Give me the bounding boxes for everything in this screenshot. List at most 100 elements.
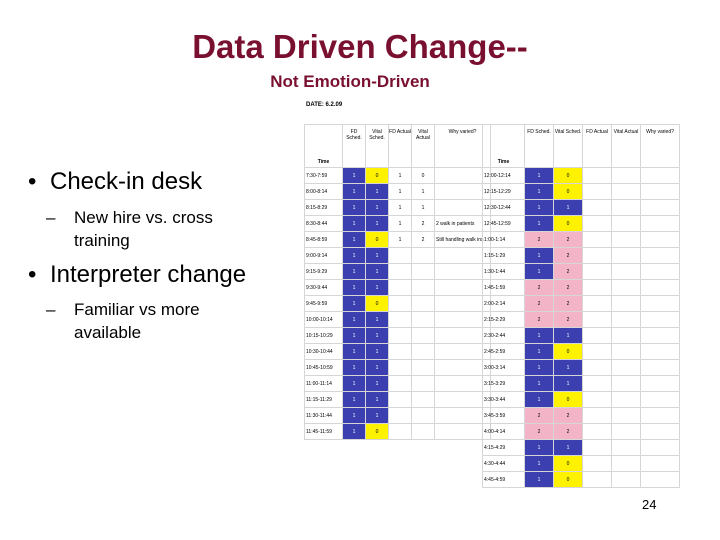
value-cell: 2: [553, 263, 583, 280]
value-cell: [411, 343, 435, 360]
time-cell: 9:15-9:29: [304, 263, 343, 280]
empty-cell: [640, 471, 680, 488]
afternoon-grid: Time FD Sched. Vital Sched. FD Actual Vital …: [482, 124, 680, 488]
empty-cell: [611, 247, 641, 264]
bullet-interpreter-change: • Interpreter change: [28, 261, 246, 289]
value-cell: [411, 375, 435, 392]
value-cell: 1: [365, 343, 389, 360]
column-header: FD Sched.: [342, 124, 366, 168]
time-cell: 12:45-12:59: [482, 215, 525, 232]
empty-cell: [640, 263, 680, 280]
empty-cell: [611, 263, 641, 280]
time-cell: 3:15-3:29: [482, 375, 525, 392]
time-cell: 10:30-10:44: [304, 343, 343, 360]
empty-cell: [582, 215, 612, 232]
time-cell: 1:45-1:59: [482, 279, 525, 296]
empty-cell: [611, 391, 641, 408]
value-cell: 1: [388, 167, 412, 184]
value-cell: 1: [342, 199, 366, 216]
value-cell: 2: [524, 295, 554, 312]
table-row: 2:15-2:29 2 2: [482, 311, 680, 328]
table-row: 12:00-12:14 1 0: [482, 167, 680, 184]
time-cell: 12:15-12:29: [482, 183, 525, 200]
empty-cell: [611, 279, 641, 296]
empty-cell: [640, 327, 680, 344]
table-row: 3:00-3:14 1 1: [482, 359, 680, 376]
table-row: 1:45-1:59 2 2: [482, 279, 680, 296]
table-row: 11:15-11:29 1 1: [304, 391, 491, 408]
morning-table: Time FD Sched. Vital Sched. FD Actual Vital …: [304, 124, 491, 440]
sub-bullet-line: New hire vs. cross: [74, 208, 213, 227]
table-row: 9:15-9:29 1 1: [304, 263, 491, 280]
empty-cell: [640, 423, 680, 440]
table-row: 10:45-10:59 1 1: [304, 359, 491, 376]
value-cell: [388, 311, 412, 328]
value-cell: 2: [524, 279, 554, 296]
value-cell: 1: [524, 375, 554, 392]
bullet-text: Interpreter change: [50, 261, 247, 288]
value-cell: 1: [524, 439, 554, 456]
value-cell: [411, 359, 435, 376]
value-cell: [388, 359, 412, 376]
empty-cell: [640, 199, 680, 216]
table-row: 10:00-10:14 1 1: [304, 311, 491, 328]
time-cell: 4:15-4:29: [482, 439, 525, 456]
time-cell: 2:30-2:44: [482, 327, 525, 344]
empty-cell: [582, 455, 612, 472]
morning-grid: Time FD Sched. Vital Sched. FD Actual Vital …: [304, 124, 491, 440]
value-cell: 0: [365, 231, 389, 248]
slide-title: Data Driven Change--: [192, 28, 528, 65]
value-cell: 2: [553, 311, 583, 328]
value-cell: 1: [342, 183, 366, 200]
time-cell: 8:45-8:59: [304, 231, 343, 248]
value-cell: [388, 263, 412, 280]
empty-cell: [611, 439, 641, 456]
column-header: FD Actual: [582, 124, 612, 168]
value-cell: 1: [342, 327, 366, 344]
value-cell: 2: [411, 215, 435, 232]
empty-cell: [582, 263, 612, 280]
value-cell: 1: [524, 471, 554, 488]
column-header: Why varied?: [640, 124, 680, 168]
empty-cell: [582, 279, 612, 296]
value-cell: 1: [342, 423, 366, 440]
value-cell: 2: [553, 407, 583, 424]
empty-cell: [640, 359, 680, 376]
value-cell: 2: [524, 311, 554, 328]
table-row: 11:00-11:14 1 1: [304, 375, 491, 392]
value-cell: 0: [411, 167, 435, 184]
value-cell: 1: [365, 183, 389, 200]
value-cell: 1: [342, 407, 366, 424]
table-row: 4:15-4:29 1 1: [482, 439, 680, 456]
value-cell: [388, 375, 412, 392]
time-cell: 1:30-1:44: [482, 263, 525, 280]
table-row: 7:30-7:59 1 0 1 0: [304, 167, 491, 184]
empty-cell: [611, 375, 641, 392]
value-cell: 1: [365, 359, 389, 376]
value-cell: 1: [553, 439, 583, 456]
value-cell: [388, 247, 412, 264]
value-cell: 1: [365, 247, 389, 264]
value-cell: 1: [524, 327, 554, 344]
value-cell: 1: [365, 311, 389, 328]
time-cell: 10:45-10:59: [304, 359, 343, 376]
dash-glyph: –: [46, 208, 56, 227]
value-cell: [388, 407, 412, 424]
value-cell: 1: [342, 295, 366, 312]
empty-cell: [611, 183, 641, 200]
table-row: 1:30-1:44 1 2: [482, 263, 680, 280]
date-label: DATE: 6.2.09: [306, 102, 343, 108]
empty-cell: [582, 311, 612, 328]
table-row: 9:00-9:14 1 1: [304, 247, 491, 264]
value-cell: 1: [411, 199, 435, 216]
empty-cell: [640, 295, 680, 312]
value-cell: 1: [365, 391, 389, 408]
value-cell: 1: [411, 183, 435, 200]
table-row: 1:15-1:29 1 2: [482, 247, 680, 264]
empty-cell: [640, 311, 680, 328]
bullet-glyph: •: [28, 261, 37, 288]
empty-cell: [640, 391, 680, 408]
value-cell: 1: [342, 279, 366, 296]
value-cell: 1: [365, 407, 389, 424]
table-row: 10:30-10:44 1 1: [304, 343, 491, 360]
